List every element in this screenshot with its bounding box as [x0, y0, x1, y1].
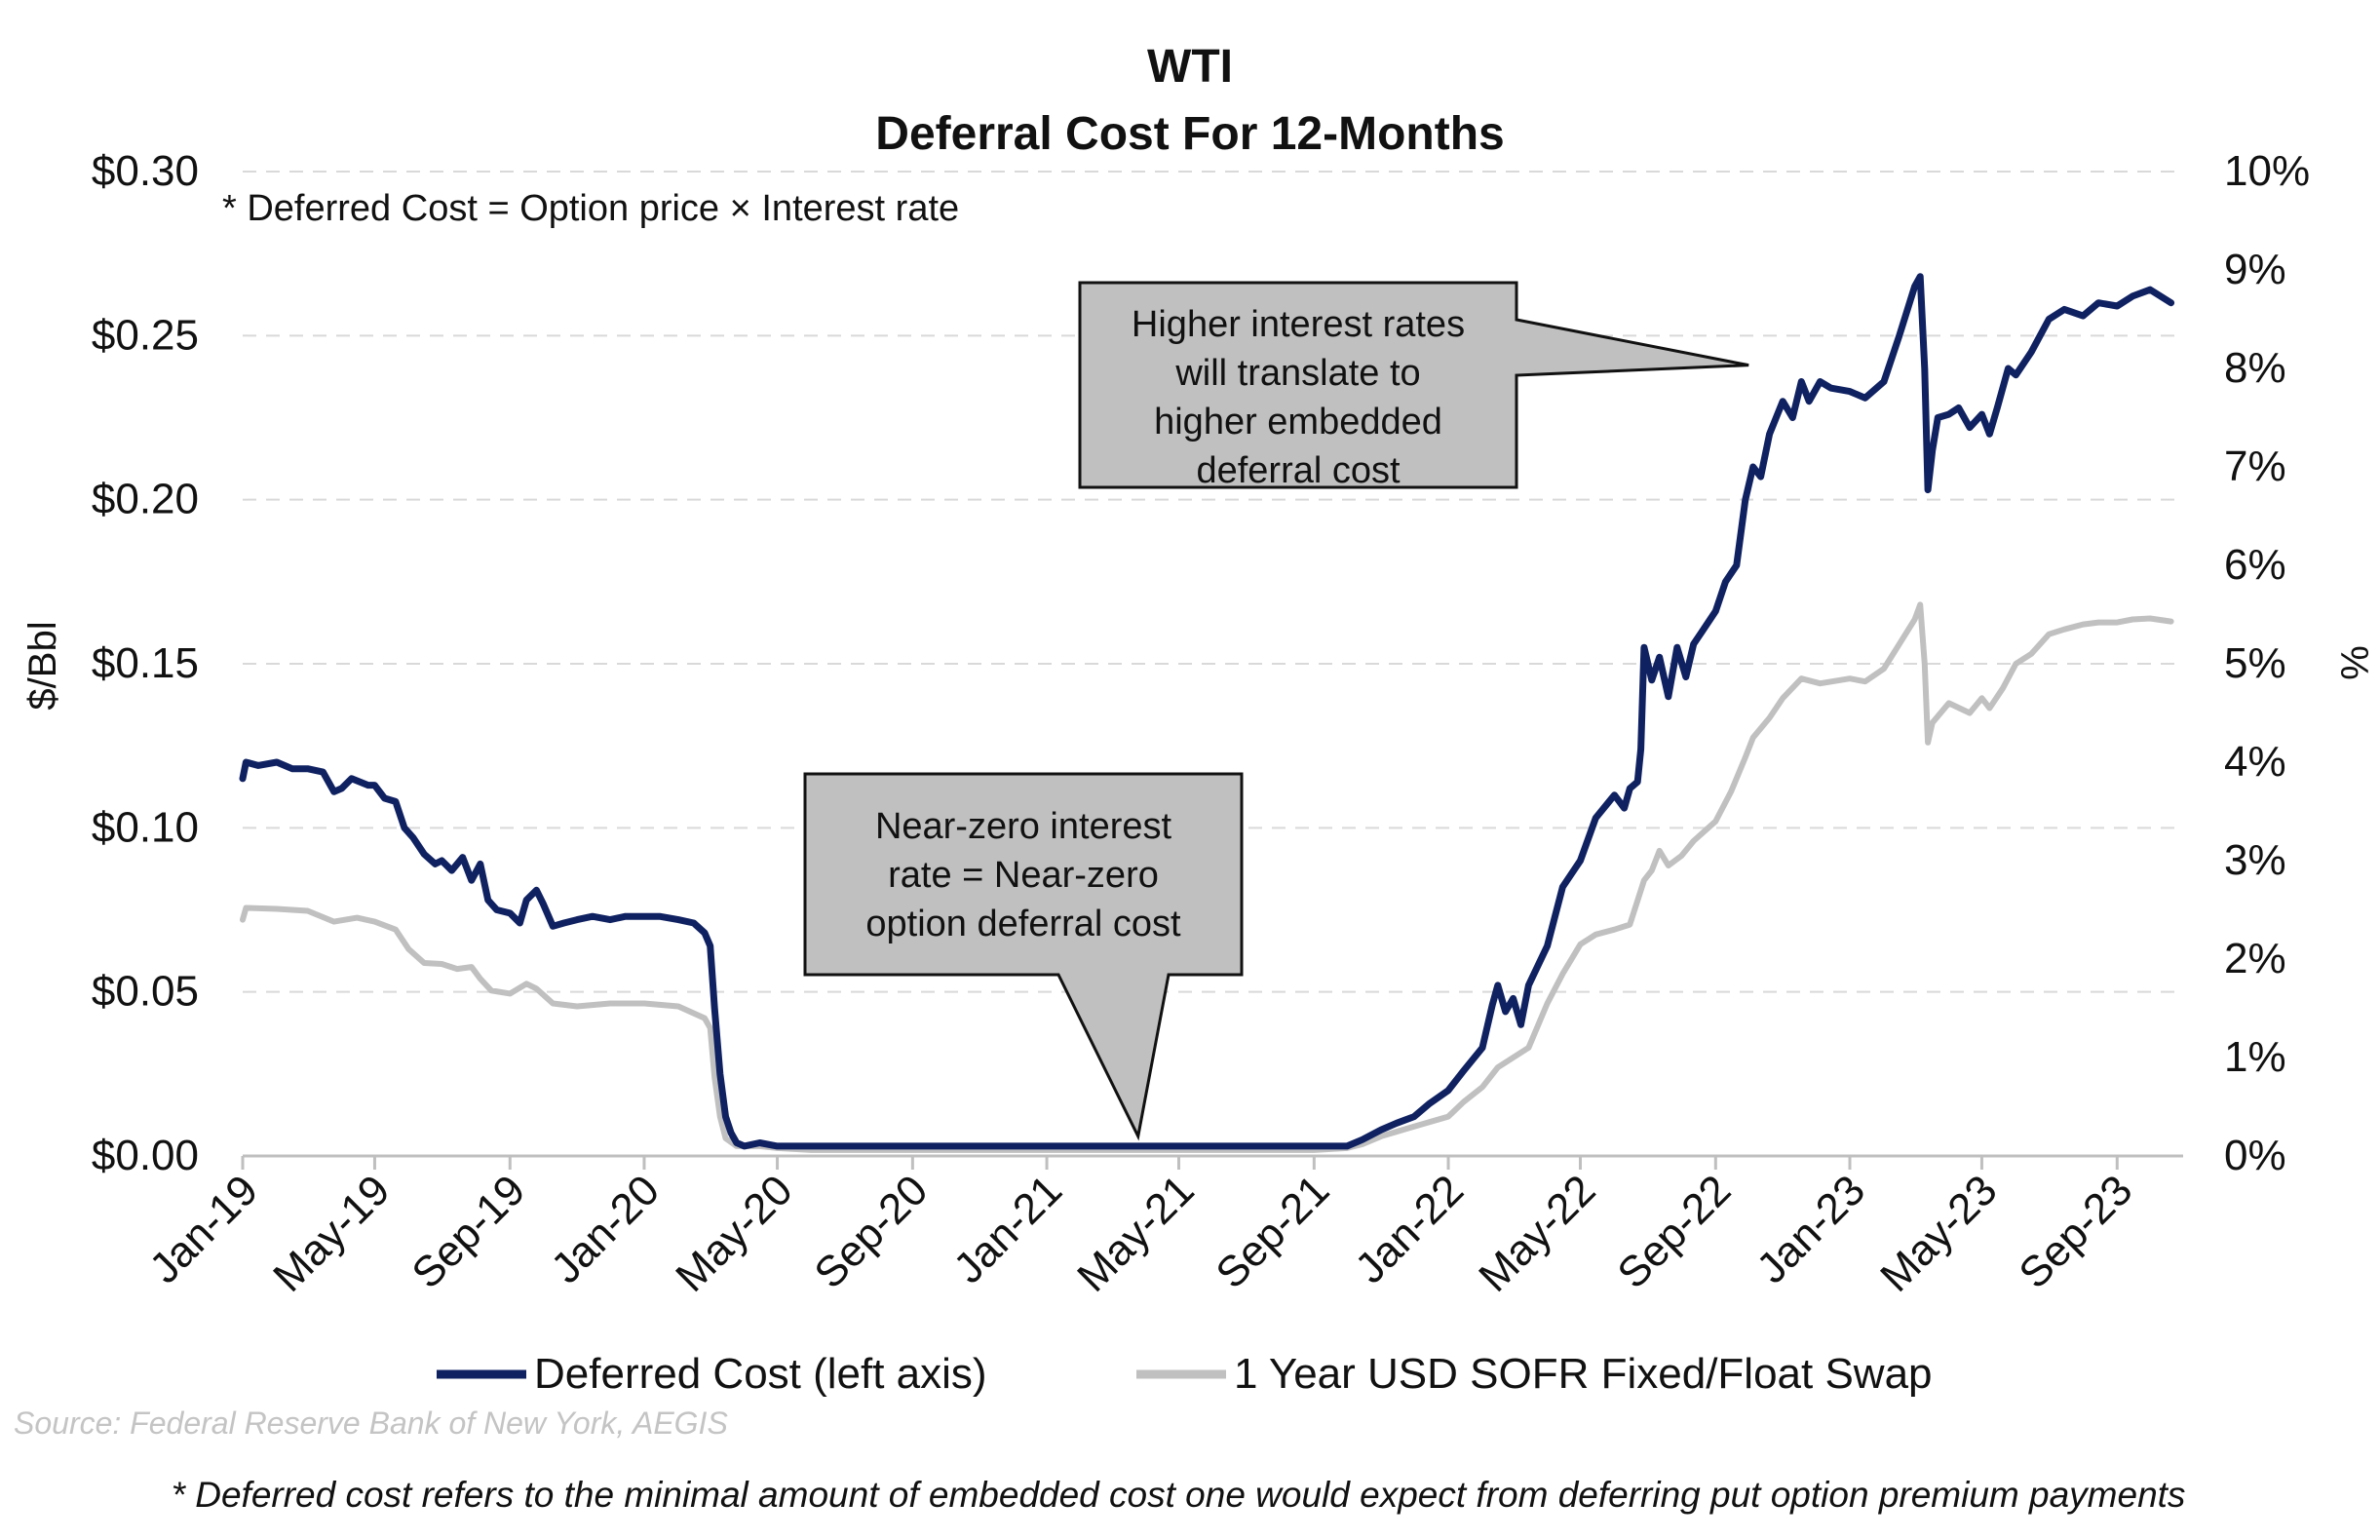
y-left-tick-label: $0.30 — [92, 147, 199, 195]
y-right-tick-label: 1% — [2224, 1033, 2286, 1081]
series-line-sofr-swap — [240, 601, 2174, 1153]
x-tick-label: May-23 — [1871, 1166, 2006, 1300]
x-tick-label: Jan-22 — [1346, 1166, 1473, 1292]
callout-text-line: higher embedded — [1154, 402, 1442, 443]
y-left-tick-label: $0.05 — [92, 968, 199, 1016]
y-right-tick-label: 4% — [2224, 738, 2286, 786]
y-axis-right-title: % — [2332, 645, 2375, 680]
y-left-tick-label: $0.25 — [92, 311, 199, 359]
x-tick-label: Sep-20 — [805, 1166, 937, 1297]
x-tick-label: Jan-21 — [944, 1166, 1071, 1292]
y-right-tick-label: 6% — [2224, 541, 2286, 589]
callout-box — [803, 772, 1244, 1141]
footnote: * Deferred cost refers to the minimal am… — [172, 1475, 2186, 1515]
legend-label-sofr-swap: 1 Year USD SOFR Fixed/Float Swap — [1234, 1350, 1933, 1398]
legend: Deferred Cost (left axis) 1 Year USD SOF… — [437, 1350, 1933, 1398]
y-axis-left-title: $/Bbl — [21, 621, 64, 710]
x-tick-label: May-22 — [1470, 1166, 1604, 1300]
series-line-deferred-cost — [239, 273, 2175, 1150]
y-right-tick-label: 0% — [2224, 1132, 2286, 1179]
x-tick-label: May-21 — [1068, 1166, 1203, 1300]
y-right-tick-label: 9% — [2224, 246, 2286, 293]
y-axis-left: $0.00 $0.05 $0.10 $0.15 $0.20 $0.25 $0.30 — [92, 147, 199, 1179]
y-left-tick-label: $0.20 — [92, 476, 199, 523]
legend-label-deferred-cost: Deferred Cost (left axis) — [534, 1350, 987, 1398]
plot-series — [239, 273, 2175, 1153]
callout-text-line: Higher interest rates — [1132, 304, 1465, 345]
callout-text-line: Near-zero interest — [875, 806, 1172, 847]
y-right-tick-label: 8% — [2224, 344, 2286, 392]
callout-higher-rates: Higher interest rates will translate to hi… — [1078, 281, 1749, 491]
x-tick-label: Jan-23 — [1747, 1166, 1874, 1292]
formula-note: * Deferred Cost = Option price × Interes… — [222, 188, 959, 229]
x-tick-label: May-19 — [264, 1166, 399, 1300]
callout-text-line: deferral cost — [1196, 450, 1401, 491]
y-axis-right: 0% 1% 2% 3% 4% 5% 6% 7% 8% 9% 10% — [2224, 147, 2310, 1179]
callout-text-line: will translate to — [1174, 353, 1420, 394]
y-left-tick-label: $0.00 — [92, 1132, 199, 1179]
y-right-tick-label: 10% — [2224, 147, 2310, 195]
chart-subtitle: Deferral Cost For 12-Months — [875, 108, 1504, 160]
source-note: Source: Federal Reserve Bank of New York… — [14, 1405, 728, 1441]
y-left-tick-label: $0.15 — [92, 639, 199, 687]
callout-near-zero: Near-zero interest rate = Near-zero option… — [803, 772, 1244, 1141]
x-tick-label: May-20 — [667, 1166, 801, 1300]
x-tick-label: Jan-19 — [140, 1166, 267, 1292]
annotations: Higher interest rates will translate to hi… — [803, 281, 1749, 1141]
x-tick-label: Sep-23 — [2010, 1166, 2141, 1297]
x-tick-label: Sep-22 — [1608, 1166, 1740, 1297]
callout-text-line: rate = Near-zero — [888, 855, 1159, 896]
chart-title: WTI — [1147, 41, 1233, 93]
callout-box — [1078, 281, 1749, 489]
x-tick-label: Sep-21 — [1207, 1166, 1338, 1297]
x-tick-label: Jan-20 — [542, 1166, 669, 1292]
y-right-tick-label: 5% — [2224, 639, 2286, 687]
y-right-tick-label: 3% — [2224, 836, 2286, 884]
y-right-tick-label: 7% — [2224, 443, 2286, 490]
y-right-tick-label: 2% — [2224, 935, 2286, 982]
callout-text-line: option deferral cost — [865, 904, 1181, 944]
y-left-tick-label: $0.10 — [92, 803, 199, 851]
x-tick-label: Sep-19 — [403, 1166, 534, 1297]
